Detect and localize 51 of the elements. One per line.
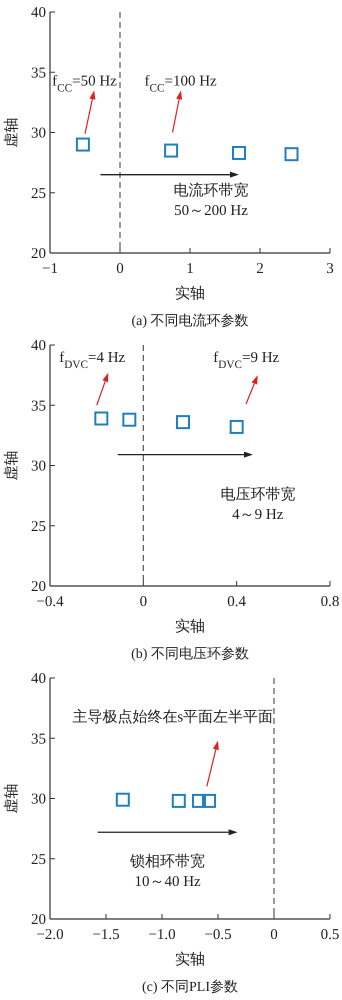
x-tick-label: −2.0 (36, 927, 64, 943)
annotation: 电压环带宽 4～9 Hz (220, 486, 296, 524)
x-tick-label: 2 (256, 261, 264, 277)
y-tick-label: 35 (31, 398, 46, 414)
x-tick-label: 0.5 (320, 927, 340, 943)
annotation: 电流环带宽 50～200 Hz (174, 182, 248, 220)
y-axis-title: 虚轴 (3, 118, 20, 148)
x-tick-label: −0.5 (204, 927, 232, 943)
annotation: f$_{DVC}$=9 Hz (213, 350, 280, 371)
point (232, 146, 246, 160)
y-tick-label: 30 (31, 126, 46, 142)
y-tick-label: 20 (31, 912, 46, 928)
y-tick-label: 25 (31, 852, 46, 868)
y-tick-label: 40 (31, 338, 46, 354)
annotation: f$_{CC}$=100 Hz (144, 74, 218, 95)
x-tick-label: 0.4 (227, 594, 247, 610)
point (76, 138, 90, 152)
text: (b) 不同电压环参数 (131, 646, 249, 662)
x-axis-title: 实轴 (175, 285, 205, 302)
y-tick-label: 30 (31, 458, 46, 474)
y-tick-label: 35 (31, 731, 46, 748)
annotation: 主导极点始终在s平面左半平面 (72, 708, 274, 726)
x-tick-label: 0 (140, 594, 148, 610)
x-tick-label: 0 (116, 261, 124, 277)
y-tick-label: 25 (31, 518, 46, 535)
y-axis-title: 虚轴 (3, 450, 20, 480)
y-tick-label: 30 (31, 792, 46, 808)
point (284, 147, 298, 162)
point (164, 144, 178, 158)
x-axis-title: 实轴 (175, 951, 205, 968)
y-axis-title: 虚轴 (3, 784, 20, 814)
y-tick-label: 35 (31, 65, 46, 82)
y-tick-label: 40 (31, 671, 46, 687)
x-tick-label: 0 (270, 927, 278, 943)
x-tick-label: 3 (326, 261, 334, 277)
y-tick-label: 20 (31, 246, 46, 262)
x-tick-label: 1 (186, 261, 194, 277)
y-tick-label: 40 (31, 5, 46, 21)
x-tick-label: −1 (42, 261, 58, 277)
x-tick-label: −1.0 (148, 927, 176, 943)
x-tick-label: −0.4 (36, 594, 64, 610)
annotation: f$_{CC}$=50 Hz (52, 74, 118, 95)
x-axis-title: 实轴 (175, 618, 205, 635)
text: (a) 不同电流环参数 (131, 313, 249, 329)
x-tick-label: 0.8 (320, 594, 340, 610)
annotation: f$_{DVC}$=4 Hz (59, 350, 126, 371)
y-tick-label: 20 (31, 579, 46, 595)
x-tick-label: −1.5 (92, 927, 120, 943)
y-tick-label: 25 (31, 186, 46, 202)
annotation: 锁相环带宽 10～40 Hz (129, 852, 206, 890)
text: (c) 不同PLI参数 (142, 979, 238, 995)
